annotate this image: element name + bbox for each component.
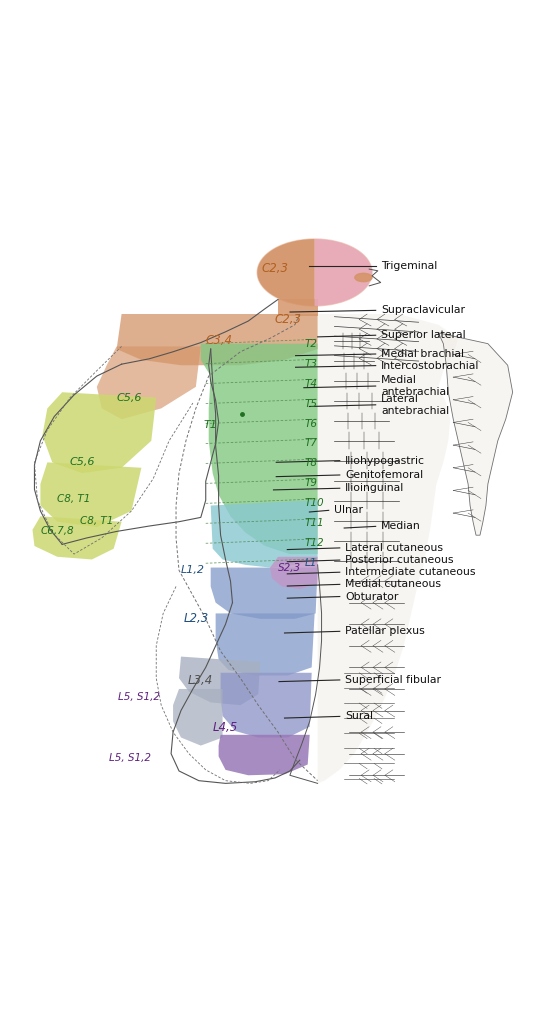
Polygon shape — [201, 344, 318, 554]
Text: L5, S1,2: L5, S1,2 — [118, 692, 160, 702]
Text: L2,3: L2,3 — [183, 612, 209, 626]
Text: Intercostobrachial: Intercostobrachial — [381, 360, 479, 371]
Text: L4,5: L4,5 — [213, 721, 238, 734]
Text: L1,2: L1,2 — [181, 565, 205, 575]
Text: Trigeminal: Trigeminal — [381, 261, 437, 271]
Text: S2,3: S2,3 — [278, 562, 301, 572]
Text: T9: T9 — [305, 478, 318, 488]
Ellipse shape — [355, 273, 372, 282]
Text: T1: T1 — [204, 420, 218, 430]
Text: C3,4: C3,4 — [205, 335, 232, 347]
Text: C8, T1: C8, T1 — [80, 516, 113, 525]
Polygon shape — [439, 333, 513, 536]
Polygon shape — [179, 656, 260, 706]
Polygon shape — [211, 500, 318, 567]
Polygon shape — [220, 673, 312, 737]
Text: Iliohypogastric: Iliohypogastric — [345, 456, 425, 466]
Polygon shape — [257, 239, 315, 306]
Polygon shape — [173, 689, 223, 745]
Text: Intermediate cutaneous: Intermediate cutaneous — [345, 567, 476, 578]
Polygon shape — [315, 239, 372, 306]
Text: T3: T3 — [305, 358, 318, 369]
Text: Posterior cutaneous: Posterior cutaneous — [345, 555, 454, 565]
Text: T6: T6 — [305, 419, 318, 428]
Text: T11: T11 — [305, 518, 324, 528]
Text: Genitofemoral: Genitofemoral — [345, 470, 424, 480]
Polygon shape — [211, 567, 318, 618]
Text: C6,7,8: C6,7,8 — [40, 526, 74, 537]
Text: T5: T5 — [305, 398, 318, 409]
Polygon shape — [215, 613, 315, 676]
Text: Ilioinguinal: Ilioinguinal — [345, 483, 405, 494]
Text: Medial cutaneous: Medial cutaneous — [345, 580, 441, 590]
Text: C5,6: C5,6 — [117, 392, 142, 402]
Polygon shape — [278, 299, 318, 315]
Text: Obturator: Obturator — [345, 592, 398, 601]
Polygon shape — [219, 735, 310, 775]
Text: T10: T10 — [305, 499, 324, 508]
Text: L1: L1 — [305, 558, 317, 568]
Text: Lateral
antebrachial: Lateral antebrachial — [381, 394, 449, 416]
Text: C2,3: C2,3 — [262, 262, 288, 274]
Polygon shape — [318, 314, 458, 783]
Text: L5, S1,2: L5, S1,2 — [108, 753, 151, 763]
Text: Superior lateral: Superior lateral — [381, 330, 466, 340]
Text: T4: T4 — [305, 379, 318, 388]
Text: Patellar plexus: Patellar plexus — [345, 627, 425, 636]
Text: T8: T8 — [305, 459, 318, 468]
Ellipse shape — [257, 239, 372, 306]
Text: C2,3: C2,3 — [275, 313, 301, 326]
Text: C5,6: C5,6 — [69, 458, 95, 467]
Polygon shape — [270, 557, 318, 589]
Text: Median: Median — [381, 521, 421, 531]
Text: Ulnar: Ulnar — [334, 505, 363, 515]
Text: Lateral cutaneous: Lateral cutaneous — [345, 543, 443, 553]
Text: C8, T1: C8, T1 — [57, 494, 91, 504]
Text: Sural: Sural — [345, 712, 373, 721]
Polygon shape — [97, 346, 201, 419]
Text: Medial brachial: Medial brachial — [381, 349, 464, 359]
Polygon shape — [117, 314, 318, 366]
Text: T2: T2 — [305, 339, 318, 349]
Polygon shape — [40, 463, 141, 527]
Polygon shape — [32, 516, 122, 559]
Text: T7: T7 — [305, 438, 318, 449]
Text: Superficial fibular: Superficial fibular — [345, 675, 441, 685]
Text: L3,4: L3,4 — [188, 675, 213, 687]
Text: Supraclavicular: Supraclavicular — [381, 305, 465, 315]
Text: T12: T12 — [305, 539, 324, 548]
Polygon shape — [42, 392, 156, 473]
Text: Medial
antebrachial: Medial antebrachial — [381, 375, 449, 397]
